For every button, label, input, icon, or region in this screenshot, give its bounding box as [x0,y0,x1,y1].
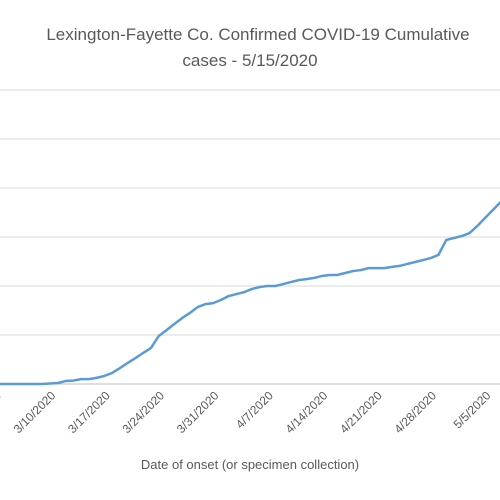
x-tick-label: 4/14/2020 [283,388,331,436]
x-tick-label: 4/7/2020 [233,388,276,431]
x-tick-label: 4/21/2020 [337,388,385,436]
x-tick-label: 3/17/2020 [65,388,113,436]
x-tick-label: 3/3/2020 [0,388,4,431]
x-axis-label: Date of onset (or specimen collection) [141,457,359,472]
x-tick-label: 5/5/2020 [451,388,494,431]
x-tick-label: 3/24/2020 [119,388,167,436]
x-tick-label: 3/31/2020 [174,388,222,436]
chart-title: Lexington-Fayette Co. Confirmed COVID-19… [46,25,469,44]
data-line [0,201,500,386]
x-tick-label: 3/10/2020 [11,388,59,436]
chart-title: cases - 5/15/2020 [182,51,317,70]
x-tick-label: 4/28/2020 [391,388,439,436]
